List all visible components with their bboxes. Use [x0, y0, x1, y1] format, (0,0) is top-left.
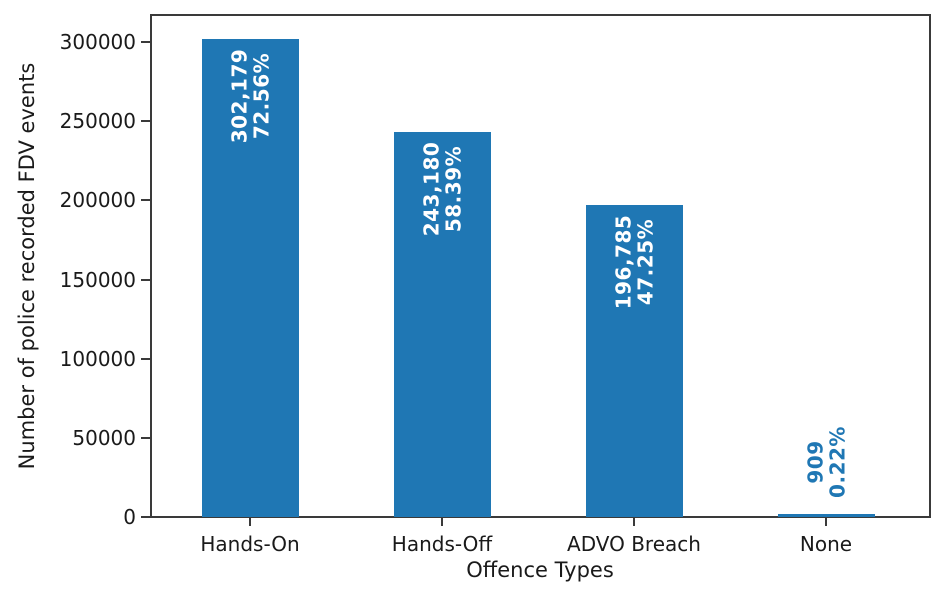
x-tick-mark [441, 517, 443, 526]
y-tick-label: 100000 [59, 346, 136, 371]
bar-hands-on [201, 38, 299, 517]
bar-value-label-hands-off: 243,180 58.39% [419, 141, 466, 237]
y-tick-label: 50000 [72, 425, 136, 450]
y-tick-mark [141, 436, 150, 439]
x-tick-label-advo-breach: ADVO Breach [567, 532, 701, 556]
bar-hands-off [393, 131, 491, 517]
bar-value-label-advo-breach: 196,785 47.25% [611, 215, 658, 310]
y-tick-mark [141, 199, 150, 202]
x-tick-label-hands-off: Hands-Off [391, 532, 493, 556]
x-tick-label-hands-on: Hands-On [200, 532, 300, 556]
x-tick-label-none: None [799, 532, 853, 556]
x-tick-mark [633, 517, 635, 526]
x-tick-mark [249, 517, 251, 526]
bar-value-label-none: 909 0.22% [803, 426, 850, 498]
bar-none [777, 514, 875, 517]
y-tick-mark [141, 41, 150, 44]
bar-value-label-hands-on: 302,179 72.56% [227, 48, 274, 143]
x-tick-mark [825, 517, 827, 526]
y-tick-mark [141, 278, 150, 281]
y-axis-label: Number of police recorded FDV events [15, 62, 39, 470]
y-tick-mark [141, 357, 150, 360]
y-tick-mark [141, 516, 150, 518]
y-tick-label: 250000 [59, 109, 136, 134]
y-tick-label: 0 [123, 505, 136, 529]
y-tick-label: 300000 [59, 30, 136, 55]
x-axis-label: Offence Types [466, 558, 614, 582]
bar-advo-breach [585, 205, 683, 517]
y-tick-mark [141, 120, 150, 123]
y-tick-label: 200000 [59, 188, 136, 213]
y-tick-label: 150000 [59, 267, 136, 292]
